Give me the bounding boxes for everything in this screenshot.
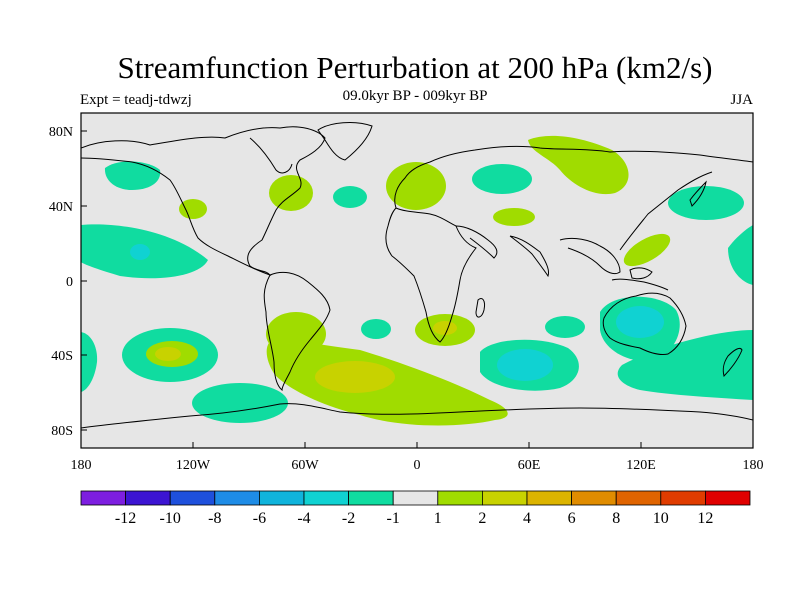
contour-pos-southeast-asia bbox=[623, 233, 671, 267]
season-label: JJA bbox=[730, 92, 753, 108]
colorbar-swatch bbox=[571, 490, 617, 506]
x-tick-label: 0 bbox=[414, 458, 421, 473]
contour-pos-hudson bbox=[269, 175, 313, 211]
contour-pos2-south-atlantic bbox=[315, 361, 395, 393]
x-tick-label: 120E bbox=[626, 458, 656, 473]
colorbar-label: -10 bbox=[160, 510, 181, 527]
colorbar-swatch bbox=[437, 490, 483, 506]
colorbar-swatch bbox=[392, 490, 439, 506]
colorbar-swatch bbox=[214, 490, 260, 506]
contour-neg-west-pacific bbox=[668, 186, 744, 220]
colorbar-label: 1 bbox=[434, 510, 442, 527]
experiment-label: Expt = teadj-tdwzj bbox=[80, 92, 192, 108]
contour-neg-indian-ocean bbox=[545, 316, 585, 338]
contour-neg-southwest-pacific bbox=[617, 330, 753, 400]
contour-neg-north-pacific bbox=[104, 161, 161, 190]
contour-neg-east-edge bbox=[728, 225, 753, 285]
colorbar-label: 12 bbox=[697, 510, 713, 527]
colorbar-label: 8 bbox=[612, 510, 620, 527]
y-tick-label: 80S bbox=[51, 424, 73, 439]
x-tick-label: 120W bbox=[176, 458, 211, 473]
map-subtitle: 09.0kyr BP - 009kyr BP bbox=[342, 88, 488, 104]
contour-neg-north-asia bbox=[472, 164, 532, 194]
colorbar bbox=[80, 490, 751, 506]
contour-neg-southeast-pacific bbox=[192, 383, 288, 423]
contour-pos-siberia bbox=[528, 135, 629, 195]
colorbar-swatch bbox=[303, 490, 349, 506]
colorbar-swatch bbox=[169, 490, 216, 506]
contour-neg2-tropical-pacific bbox=[130, 244, 150, 260]
contour-neg2-southern-indian bbox=[497, 349, 553, 381]
coastlines bbox=[81, 122, 753, 429]
contour-neg-north-atlantic bbox=[333, 186, 367, 208]
colorbar-swatch bbox=[80, 490, 126, 506]
colorbar-label: 6 bbox=[568, 510, 576, 527]
y-tick-label: 80N bbox=[49, 125, 73, 140]
colorbar-swatch bbox=[348, 490, 394, 506]
colorbar-label: 10 bbox=[653, 510, 669, 527]
contour-fields bbox=[81, 135, 753, 426]
colorbar-label: -6 bbox=[253, 510, 266, 527]
colorbar-label: -8 bbox=[208, 510, 221, 527]
colorbar-swatch bbox=[705, 490, 751, 506]
colorbar-swatch bbox=[125, 490, 171, 506]
colorbar-swatch bbox=[526, 490, 572, 506]
colorbar-label: -12 bbox=[115, 510, 136, 527]
contour-pos-europe bbox=[386, 162, 446, 210]
x-tick-label: 60E bbox=[518, 458, 541, 473]
contour-neg-west-edge bbox=[81, 332, 98, 392]
colorbar-label: -4 bbox=[297, 510, 310, 527]
y-tick-label: 40N bbox=[49, 200, 73, 215]
x-tick-label: 180 bbox=[743, 458, 764, 473]
x-tick-label: 180 bbox=[71, 458, 92, 473]
map-title: Streamfunction Perturbation at 200 hPa (… bbox=[117, 50, 713, 85]
colorbar-swatch bbox=[660, 490, 706, 506]
y-tick-label: 40S bbox=[51, 349, 73, 364]
contour-pos2-south-africa bbox=[433, 321, 457, 335]
colorbar-label: -2 bbox=[342, 510, 355, 527]
colorbar-swatch bbox=[481, 490, 528, 506]
colorbar-label: 4 bbox=[523, 510, 531, 527]
colorbar-labels: -12 -10 -8 -6 -4 -2 -1 1 2 4 6 8 10 12 bbox=[115, 510, 713, 527]
y-tick-label: 0 bbox=[66, 275, 73, 290]
colorbar-swatch bbox=[615, 490, 662, 506]
contour-pos-central-asia bbox=[493, 208, 535, 226]
x-tick-marks bbox=[80, 130, 754, 448]
colorbar-swatch bbox=[258, 490, 305, 506]
contour-pos-north-america bbox=[179, 199, 207, 219]
colorbar-label: -1 bbox=[387, 510, 400, 527]
x-tick-labels: 180 120W 60W 0 60E 120E 180 bbox=[71, 458, 764, 473]
contour-neg-south-atlantic bbox=[361, 319, 391, 339]
contour-pos2-south-pacific bbox=[155, 347, 181, 361]
contour-neg2-australia bbox=[616, 306, 664, 338]
y-tick-labels: 80N 40N 0 40S 80S bbox=[49, 125, 73, 439]
x-tick-label: 60W bbox=[291, 458, 319, 473]
colorbar-label: 2 bbox=[478, 510, 486, 527]
